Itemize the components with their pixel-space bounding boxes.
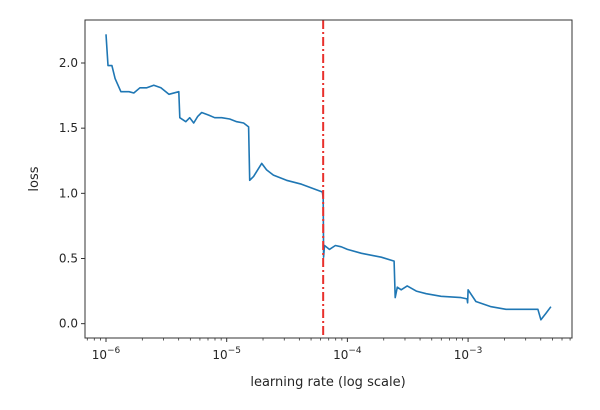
x-tick-exponent: −6 — [107, 346, 121, 356]
x-tick-label: 10−3 — [454, 346, 483, 362]
loss-series-line — [105, 34, 552, 321]
x-tick-base: 10 — [333, 348, 348, 362]
x-tick-base: 10 — [92, 348, 107, 362]
y-tick-label: 0.5 — [59, 252, 78, 266]
x-tick-label: 10−5 — [212, 346, 241, 362]
x-tick-base: 10 — [212, 348, 227, 362]
x-tick-exponent: −5 — [228, 346, 241, 356]
x-tick-exponent: −4 — [348, 346, 362, 356]
plot-frame — [84, 19, 573, 339]
y-tick-label: 1.0 — [59, 186, 78, 200]
x-tick-label: 10−4 — [333, 346, 362, 362]
x-tick-exponent: −3 — [469, 346, 482, 356]
y-axis-title: loss — [27, 166, 42, 191]
y-tick-label: 2.0 — [59, 56, 78, 70]
x-tick-base: 10 — [454, 348, 469, 362]
x-tick-label: 10−6 — [92, 346, 121, 362]
y-tick-label: 1.5 — [59, 121, 78, 135]
y-tick-label: 0.0 — [59, 317, 78, 331]
x-axis-title: learning rate (log scale) — [250, 375, 405, 390]
